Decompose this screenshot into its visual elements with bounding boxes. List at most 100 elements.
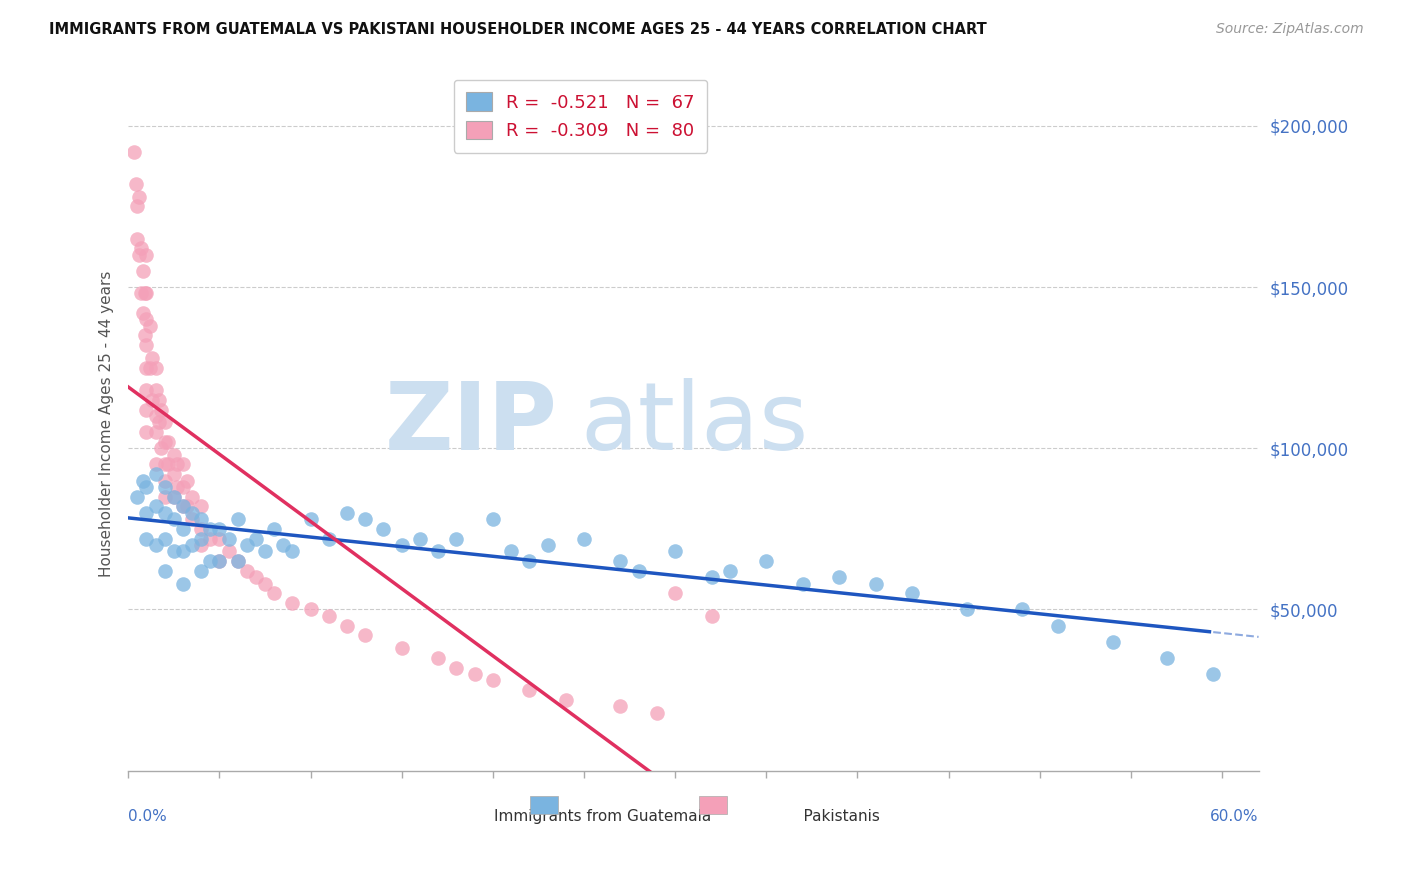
Point (135, 506, 157, 520)
Point (148, 416, 170, 430)
Point (208, 554, 231, 568)
Point (263, 586, 285, 600)
Point (190, 500, 212, 514)
Point (124, 177, 146, 191)
Point (172, 576, 194, 591)
Point (163, 467, 186, 481)
Point (336, 506, 359, 520)
Text: IMMIGRANTS FROM GUATEMALA VS PAKISTANI HOUSEHOLDER INCOME AGES 25 - 44 YEARS COR: IMMIGRANTS FROM GUATEMALA VS PAKISTANI H… (49, 22, 987, 37)
Point (135, 402, 157, 417)
Point (153, 474, 176, 488)
Point (409, 532, 432, 546)
Point (153, 532, 176, 546)
Point (190, 522, 212, 536)
Point (141, 392, 163, 407)
Point (208, 532, 231, 546)
Point (446, 660, 468, 674)
Point (181, 538, 204, 552)
Point (700, 609, 723, 624)
Point (148, 392, 170, 407)
Point (172, 480, 194, 494)
Point (153, 506, 176, 520)
Point (145, 538, 167, 552)
FancyBboxPatch shape (530, 797, 558, 814)
Point (865, 576, 887, 591)
Point (792, 576, 814, 591)
Point (172, 544, 194, 558)
Point (135, 286, 157, 301)
Point (132, 264, 155, 278)
Point (235, 538, 257, 552)
Point (181, 506, 204, 520)
Point (354, 628, 377, 642)
Point (135, 383, 157, 397)
Point (627, 564, 650, 578)
Point (226, 512, 249, 526)
Text: ZIP: ZIP (385, 378, 558, 470)
Point (464, 667, 486, 681)
Point (145, 409, 167, 423)
Point (318, 609, 340, 624)
Point (501, 544, 523, 558)
Point (200, 532, 222, 546)
Point (135, 338, 157, 352)
Point (145, 360, 167, 375)
Point (181, 512, 204, 526)
Point (828, 570, 851, 584)
Point (127, 199, 149, 213)
Point (226, 554, 249, 568)
Point (135, 532, 157, 546)
Point (135, 248, 157, 262)
Point (517, 554, 540, 568)
Point (128, 248, 150, 262)
Point (157, 458, 180, 472)
Point (135, 480, 157, 494)
Point (391, 538, 413, 552)
Point (163, 490, 186, 504)
Point (1156, 650, 1178, 665)
Point (1202, 667, 1225, 681)
Point (129, 286, 152, 301)
Point (153, 434, 176, 449)
Point (572, 532, 595, 546)
Point (235, 564, 257, 578)
Point (299, 512, 322, 526)
Point (166, 458, 188, 472)
Point (609, 699, 631, 714)
Point (1101, 634, 1123, 648)
Point (141, 351, 163, 365)
Point (153, 490, 176, 504)
Point (482, 673, 505, 688)
Point (181, 490, 204, 504)
Point (299, 602, 322, 616)
Point (134, 328, 156, 343)
Legend: R =  -0.521   N =  67, R =  -0.309   N =  80: R = -0.521 N = 67, R = -0.309 N = 80 (454, 79, 707, 153)
Point (145, 467, 167, 481)
Point (132, 306, 155, 320)
Point (354, 512, 377, 526)
Point (153, 564, 176, 578)
Point (373, 522, 395, 536)
Point (755, 554, 778, 568)
Point (135, 425, 157, 439)
Point (200, 554, 222, 568)
Point (150, 402, 173, 417)
Point (135, 312, 157, 326)
Point (427, 544, 450, 558)
Text: 60.0%: 60.0% (1211, 809, 1258, 824)
Point (956, 602, 979, 616)
Point (172, 522, 194, 536)
Text: Immigrants from Guatemala: Immigrants from Guatemala (495, 809, 711, 824)
Point (517, 683, 540, 698)
Point (245, 570, 267, 584)
Point (554, 692, 576, 706)
Point (645, 706, 668, 720)
Point (127, 490, 149, 504)
Point (253, 544, 276, 558)
Point (132, 474, 155, 488)
Point (318, 532, 340, 546)
Point (122, 145, 145, 159)
Point (150, 442, 173, 456)
Point (176, 500, 198, 514)
Point (245, 532, 267, 546)
